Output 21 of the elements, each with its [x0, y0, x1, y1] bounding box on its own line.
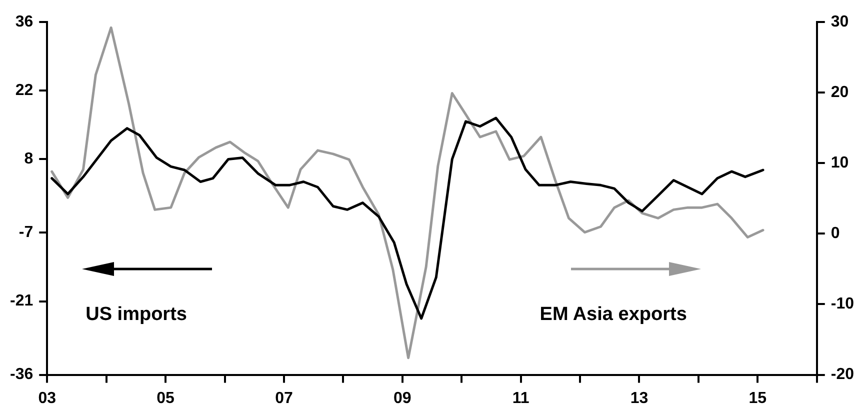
y2-tick-label: -20: [830, 366, 854, 384]
y-tick-label: 8: [24, 150, 34, 168]
annotation: EM Asia exports: [540, 304, 687, 326]
y2-tick-label: 20: [830, 84, 849, 101]
y2-tick-label: 0: [830, 225, 840, 242]
x-tick-label: 05: [156, 390, 175, 407]
annotation: US imports: [86, 304, 187, 326]
x-tick-label: 09: [393, 390, 412, 407]
y2-tick-label: 10: [830, 154, 849, 172]
y-tick-label: -36: [10, 366, 34, 384]
y2-tick-label: -10: [830, 296, 854, 313]
y-tick-label: -21: [10, 292, 34, 310]
x-tick-label: 11: [512, 390, 530, 407]
y-tick-label: 36: [15, 13, 34, 30]
x-tick-label: 15: [748, 390, 767, 407]
y-tick-label: -7: [18, 224, 34, 242]
y-tick-label: 22: [15, 82, 34, 100]
x-tick-label: 03: [38, 390, 56, 407]
x-tick-label: 13: [630, 390, 648, 407]
y2-tick-label: 30: [830, 13, 849, 30]
x-tick-label: 07: [275, 390, 293, 407]
